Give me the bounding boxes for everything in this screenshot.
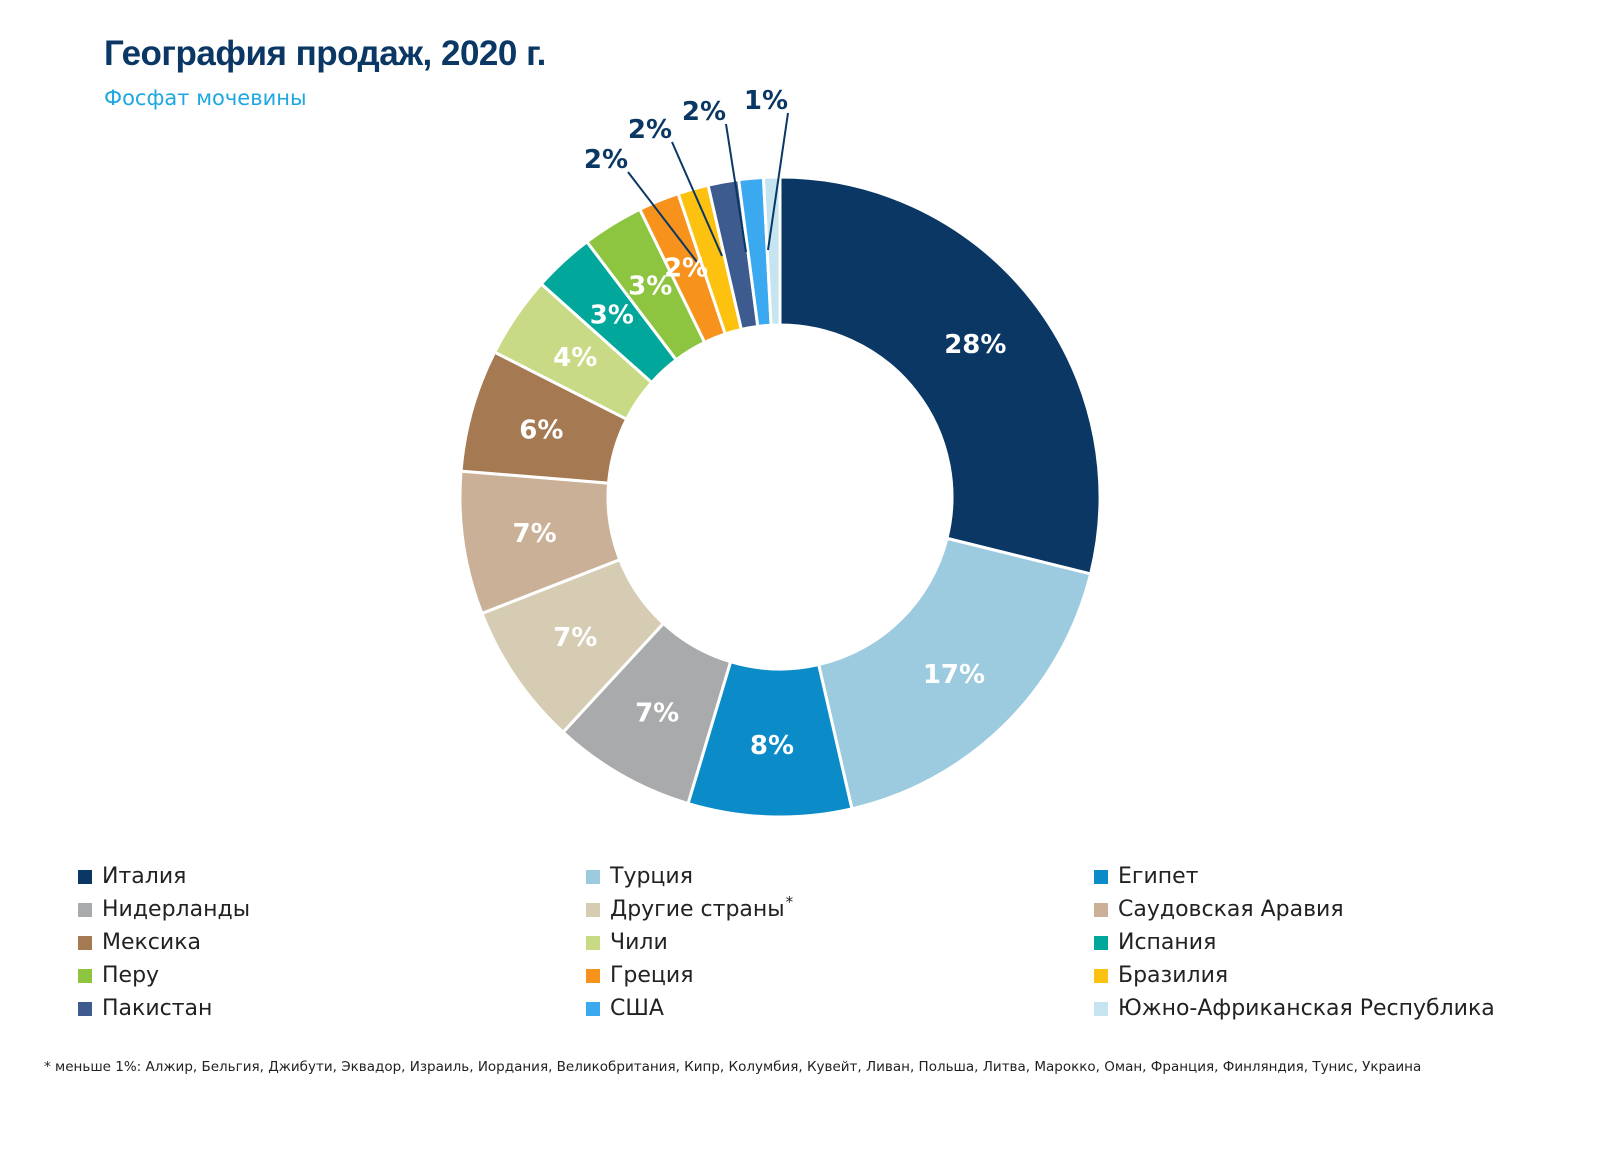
legend-label: Другие страны <box>610 897 785 922</box>
slice-label-чили: 4% <box>553 343 597 373</box>
legend-label: Южно-Африканская Республика <box>1118 996 1495 1021</box>
donut-slices <box>458 175 1102 819</box>
callout-line-сша <box>725 123 747 253</box>
callout-leaders <box>627 112 789 263</box>
callout-line-бразилия <box>627 171 698 263</box>
slice-label-турция: 17% <box>923 660 985 690</box>
donut-slice-турция <box>816 536 1093 811</box>
legend-label: Греция <box>610 963 694 988</box>
legend-label: США <box>610 996 664 1021</box>
legend-item-южно-африканская-республика: Южно-Африканская Республика <box>1094 992 1538 1025</box>
legend-item-испания: Испания <box>1094 926 1538 959</box>
legend-item-бразилия: Бразилия <box>1094 959 1538 992</box>
legend-label: Бразилия <box>1118 963 1229 988</box>
legend-swatch <box>586 935 600 950</box>
legend-item-египет: Египет <box>1094 860 1538 893</box>
callout-line-южно-африканская-республика <box>767 112 789 251</box>
callout-label-южно-африканская-республика: 1% <box>744 86 788 116</box>
legend-label: Перу <box>102 963 160 988</box>
donut-chart: 28%17%8%7%7%7%6%4%3%3%2%2%2%2% 1% <box>458 86 1102 819</box>
legend-swatch <box>78 902 92 917</box>
slice-label-египет: 8% <box>750 731 794 761</box>
legend-label: Мексика <box>102 930 201 955</box>
legend-label: Турция <box>610 864 693 889</box>
chart-title: География продаж, 2020 г. <box>104 34 546 73</box>
legend-item-саудовская-аравия: Саудовская Аравия <box>1094 893 1538 926</box>
legend-item-пакистан: Пакистан <box>78 992 586 1025</box>
slice-label-саудовская-аравия: 7% <box>513 519 557 549</box>
legend-item-чили: Чили <box>586 926 1094 959</box>
legend-item-нидерланды: Нидерланды <box>78 893 586 926</box>
donut-slice-италия <box>778 175 1102 576</box>
legend-item-турция: Турция <box>586 860 1094 893</box>
legend-swatch <box>78 935 92 950</box>
slice-label-другие-страны: 7% <box>553 623 597 653</box>
legend-label: Саудовская Аравия <box>1118 897 1344 922</box>
slice-labels: 28%17%8%7%7%7%6%4%3%3%2%2%2%2% 1% <box>513 86 1007 761</box>
legend-label: Испания <box>1118 930 1217 955</box>
legend-swatch <box>1094 935 1108 950</box>
legend-label: Пакистан <box>102 996 213 1021</box>
callout-line-пакистан <box>671 141 723 257</box>
slice-label-италия: 28% <box>944 330 1006 360</box>
donut-slice-южно-африканская-республика <box>761 175 782 327</box>
legend-item-перу: Перу <box>78 959 586 992</box>
chart-subtitle: Фосфат мочевины <box>104 86 307 110</box>
legend-item-другие-страны: Другие страны * <box>586 893 1094 926</box>
legend-label: Нидерланды <box>102 897 251 922</box>
legend-swatch <box>586 1001 600 1016</box>
legend-swatch <box>1094 902 1108 917</box>
legend-swatch <box>1094 1001 1108 1016</box>
legend-item-греция: Греция <box>586 959 1094 992</box>
legend-swatch <box>78 968 92 983</box>
legend-label: Египет <box>1118 864 1199 889</box>
legend-item-мексика: Мексика <box>78 926 586 959</box>
legend-swatch <box>586 902 600 917</box>
legend-item-италия: Италия <box>78 860 586 893</box>
legend-swatch <box>586 869 600 884</box>
legend-label: Италия <box>102 864 187 889</box>
legend-label: Чили <box>610 930 668 955</box>
callout-label-сша: 2% <box>682 97 726 127</box>
slice-label-перу: 3% <box>628 272 672 302</box>
slice-label-нидерланды: 7% <box>635 698 679 728</box>
legend-swatch <box>1094 869 1108 884</box>
legend-swatch <box>78 869 92 884</box>
chart-legend: Италия Турция Египет Нидерланды Другие стран… <box>78 860 1538 1025</box>
legend-swatch <box>586 968 600 983</box>
legend-swatch <box>78 1001 92 1016</box>
footnote-marker: * <box>785 892 794 911</box>
legend-swatch <box>1094 968 1108 983</box>
slice-label-испания: 3% <box>590 301 634 331</box>
callout-label-пакистан: 2% <box>628 115 672 145</box>
callout-label-бразилия: 2% <box>584 145 628 175</box>
slice-label-греция: 2% <box>664 253 708 283</box>
footnote: * меньше 1%: Алжир, Бельгия, Джибути, Эк… <box>44 1059 1422 1075</box>
legend-item-сша: США <box>586 992 1094 1025</box>
slice-label-мексика: 6% <box>519 416 563 446</box>
